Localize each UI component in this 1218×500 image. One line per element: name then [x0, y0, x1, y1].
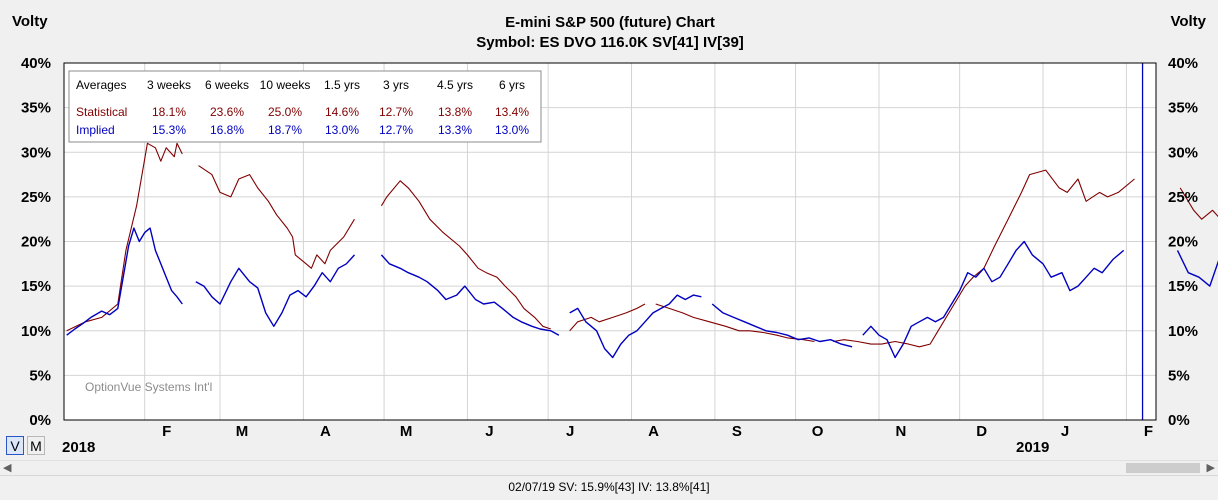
avg-value-cell: 12.7%	[379, 105, 413, 119]
avg-value-cell: 16.8%	[210, 123, 244, 137]
status-bar: 02/07/19 SV: 15.9%[43] IV: 13.8%[41]	[0, 475, 1218, 500]
x-tick-label: A	[648, 423, 659, 440]
avg-header-cell: 1.5 yrs	[324, 78, 360, 92]
x-tick-label: A	[320, 423, 331, 440]
avg-header-cell: 4.5 yrs	[437, 78, 473, 92]
x-tick-label: S	[732, 423, 742, 440]
y-tick-label-right: 10%	[1168, 323, 1198, 340]
y-tick-label-right: 20%	[1168, 234, 1198, 251]
y-axis-label-right: Volty	[1170, 13, 1206, 30]
triangle-left-icon[interactable]: ◀	[3, 461, 11, 475]
y-tick-label-right: 40%	[1168, 55, 1198, 72]
chart-subtitle: Symbol: ES DVO 116.0K SV[41] IV[39]	[476, 34, 744, 51]
year-label-2019: 2019	[1016, 439, 1049, 456]
year-label-2018: 2018	[62, 439, 95, 456]
horizontal-scrollbar[interactable]: ◀ ▶	[0, 460, 1218, 475]
x-tick-label: O	[812, 423, 824, 440]
avg-value-cell: 12.7%	[379, 123, 413, 137]
x-tick-label: F	[162, 423, 171, 440]
view-m-button[interactable]: M	[27, 436, 45, 455]
watermark: OptionVue Systems Int'l	[85, 380, 212, 394]
avg-value-cell: 13.0%	[495, 123, 529, 137]
averages-table: Averages 3 weeks 6 weeks 10 weeks 1.5 yrs 3 y…	[69, 71, 541, 142]
avg-header-cell: 6 weeks	[205, 78, 249, 92]
y-tick-label-left: 0%	[29, 412, 51, 429]
y-tick-label-left: 10%	[21, 323, 51, 340]
view-volatility-button[interactable]: V	[6, 436, 24, 455]
avg-header-cell: 6 yrs	[499, 78, 525, 92]
y-tick-label-left: 40%	[21, 55, 51, 72]
x-tick-label: M	[236, 423, 249, 440]
avg-row-label: Statistical	[76, 105, 127, 119]
x-tick-label: N	[896, 423, 907, 440]
avg-value-cell: 23.6%	[210, 105, 244, 119]
x-tick-label: J	[1061, 423, 1069, 440]
y-tick-label-left: 25%	[21, 189, 51, 206]
x-tick-label: D	[976, 423, 987, 440]
avg-value-cell: 13.4%	[495, 105, 529, 119]
y-tick-label-left: 15%	[21, 278, 51, 295]
avg-value-cell: 13.0%	[325, 123, 359, 137]
y-axis-label-left: Volty	[12, 13, 48, 30]
avg-row-label: Implied	[76, 123, 115, 137]
avg-value-cell: 15.3%	[152, 123, 186, 137]
y-tick-label-left: 5%	[29, 367, 51, 384]
avg-header-cell: 10 weeks	[260, 78, 311, 92]
x-tick-label: F	[1144, 423, 1153, 440]
status-text: 02/07/19 SV: 15.9%[43] IV: 13.8%[41]	[508, 480, 709, 494]
avg-value-cell: 25.0%	[268, 105, 302, 119]
y-tick-label-left: 30%	[21, 144, 51, 161]
avg-header-cell: 3 yrs	[383, 78, 409, 92]
y-tick-label-right: 30%	[1168, 144, 1198, 161]
avg-value-cell: 18.1%	[152, 105, 186, 119]
y-tick-label-left: 35%	[21, 100, 51, 117]
scroll-thumb[interactable]	[1126, 463, 1200, 473]
y-tick-label-right: 15%	[1168, 278, 1198, 295]
y-tick-label-right: 0%	[1168, 412, 1190, 429]
avg-header-cell: Averages	[76, 78, 126, 92]
y-tick-label-right: 5%	[1168, 367, 1190, 384]
y-tick-label-right: 35%	[1168, 100, 1198, 117]
avg-value-cell: 14.6%	[325, 105, 359, 119]
chart-title: E-mini S&P 500 (future) Chart	[505, 14, 715, 31]
y-tick-label-right: 25%	[1168, 189, 1198, 206]
x-tick-label: J	[485, 423, 493, 440]
avg-value-cell: 18.7%	[268, 123, 302, 137]
x-tick-label: J	[566, 423, 574, 440]
avg-header-cell: 3 weeks	[147, 78, 191, 92]
avg-value-cell: 13.8%	[438, 105, 472, 119]
triangle-right-icon[interactable]: ▶	[1207, 461, 1215, 475]
y-tick-label-left: 20%	[21, 234, 51, 251]
x-tick-label: M	[400, 423, 413, 440]
avg-value-cell: 13.3%	[438, 123, 472, 137]
